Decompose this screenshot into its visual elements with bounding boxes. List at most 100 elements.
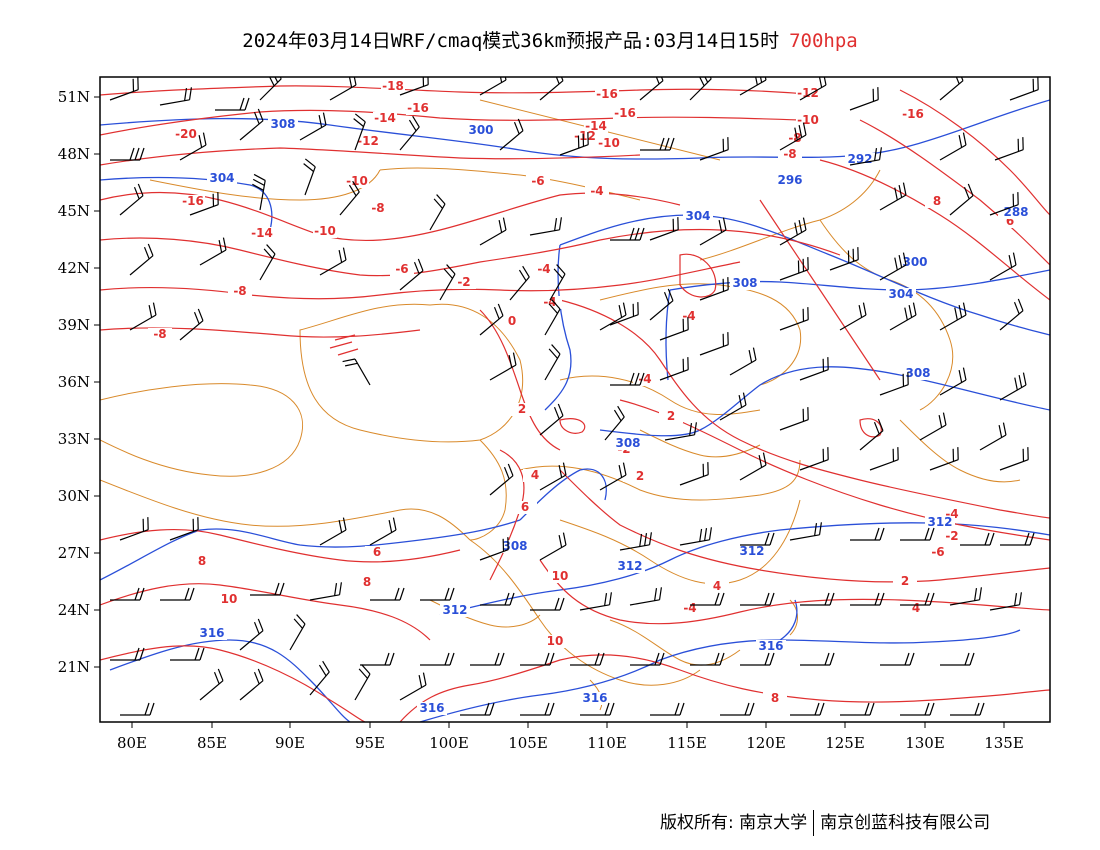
wind-barb xyxy=(159,87,192,106)
temp-label: -8 xyxy=(788,131,801,145)
temp-label: -14 xyxy=(374,111,396,125)
height-label: 308 xyxy=(732,276,757,290)
height-label: 312 xyxy=(442,603,467,617)
wind-barb xyxy=(399,115,420,151)
wind-barb xyxy=(309,660,330,696)
wind-barb xyxy=(599,462,627,491)
height-label-bg xyxy=(207,172,237,185)
copyright-text: 版权所有: 南京大学 xyxy=(660,813,808,833)
height-label-bg xyxy=(756,640,786,653)
wind-barb xyxy=(479,217,507,246)
temp-label-bg xyxy=(926,546,950,559)
temp-label: -16 xyxy=(596,87,618,101)
temp-label: -18 xyxy=(382,79,404,93)
wind-barb xyxy=(779,257,809,281)
temp-label-bg xyxy=(228,285,252,298)
wind-barb xyxy=(779,217,807,246)
wind-barb xyxy=(479,77,507,96)
wind-barb xyxy=(544,299,561,336)
wind-barb xyxy=(119,183,144,216)
wind-barb xyxy=(949,183,974,216)
temp-label-bg xyxy=(893,575,917,588)
temp-label-bg xyxy=(366,202,390,215)
height-label-bg xyxy=(903,367,933,380)
wind-barb xyxy=(399,77,429,96)
wind-barb xyxy=(109,77,139,101)
temp-label: -10 xyxy=(598,136,620,150)
lon-label: 135E xyxy=(984,734,1024,752)
wind-barb xyxy=(949,587,982,606)
wind-barb xyxy=(729,347,757,376)
wind-barb xyxy=(919,412,947,441)
wind-barb xyxy=(129,302,157,331)
temp-label: 6 xyxy=(373,545,381,559)
wind-barb xyxy=(120,702,155,716)
wind-barb xyxy=(559,132,589,156)
temp-label: -8 xyxy=(153,327,166,341)
wind-barb xyxy=(179,308,204,341)
wind-barb xyxy=(289,614,306,651)
wind-barb xyxy=(630,652,665,666)
lat-label: 33N xyxy=(58,430,90,448)
temp-label-bg xyxy=(181,195,205,208)
temp-label-bg xyxy=(500,315,524,328)
temp-label: -16 xyxy=(407,101,429,115)
wind-barb xyxy=(539,532,567,561)
wind-barb xyxy=(480,592,515,606)
wind-barb xyxy=(869,447,899,471)
height-label-bg xyxy=(580,692,610,705)
lon-label: 95E xyxy=(355,734,385,752)
temp-label: 2 xyxy=(518,402,526,416)
wind-barb xyxy=(840,702,875,716)
height-label: 312 xyxy=(739,544,764,558)
temp-label-bg xyxy=(510,403,534,416)
wind-barb xyxy=(690,652,725,666)
height-label-bg xyxy=(466,124,496,137)
wind-barb xyxy=(530,597,565,611)
temp-label: -8 xyxy=(371,201,384,215)
lon-label: 100E xyxy=(429,734,469,752)
temp-label: -14 xyxy=(585,119,607,133)
wind-barb xyxy=(189,192,219,216)
plot-area: -18-16-16-16-12-20-14-14-12-10-10 -8-8-16… xyxy=(100,77,1050,722)
height-label-bg xyxy=(268,118,298,131)
temp-label: -12 xyxy=(574,129,596,143)
wind-barb xyxy=(939,367,967,396)
wind-barb xyxy=(1009,77,1039,101)
height-label-bg xyxy=(1001,206,1031,219)
wind-barb xyxy=(520,652,555,666)
lon-label: 125E xyxy=(825,734,865,752)
temp-label-bg xyxy=(597,137,621,150)
temp-label-bg xyxy=(513,501,537,514)
wind-barb xyxy=(509,265,530,301)
wind-barb xyxy=(720,702,755,716)
wind-barb xyxy=(699,217,727,246)
wind-barb xyxy=(939,77,964,101)
temp-label-bg xyxy=(796,114,820,127)
wind-barb xyxy=(169,517,199,541)
temp-label: -4 xyxy=(683,601,696,615)
wind-barb xyxy=(850,592,885,606)
temp-label-bg xyxy=(452,276,476,289)
temp-label-bg xyxy=(595,88,619,101)
temp-label-bg xyxy=(628,470,652,483)
lon-label: 115E xyxy=(667,734,707,752)
wind-barb xyxy=(799,447,829,471)
wind-barb xyxy=(252,173,266,211)
temp-label: 10 xyxy=(547,634,564,648)
height-label: 316 xyxy=(419,701,444,715)
wind-barb xyxy=(429,194,446,231)
title-main: 2024年03月14日WRF/cmaq模式36km预报产品:03月14日15时 xyxy=(242,30,780,52)
wind-barb xyxy=(369,517,397,546)
temp-label-bg xyxy=(901,108,925,121)
wind-barb xyxy=(539,77,564,101)
wind-barb xyxy=(299,112,327,141)
boundary-lines xyxy=(100,99,1021,711)
height-label: 316 xyxy=(199,626,224,640)
height-label-bg xyxy=(730,277,760,290)
wind-barb xyxy=(439,264,456,301)
temp-label: 4 xyxy=(912,601,920,615)
temp-label-bg xyxy=(613,107,637,120)
temp-label: -14 xyxy=(251,226,273,240)
wind-barb xyxy=(199,668,224,701)
